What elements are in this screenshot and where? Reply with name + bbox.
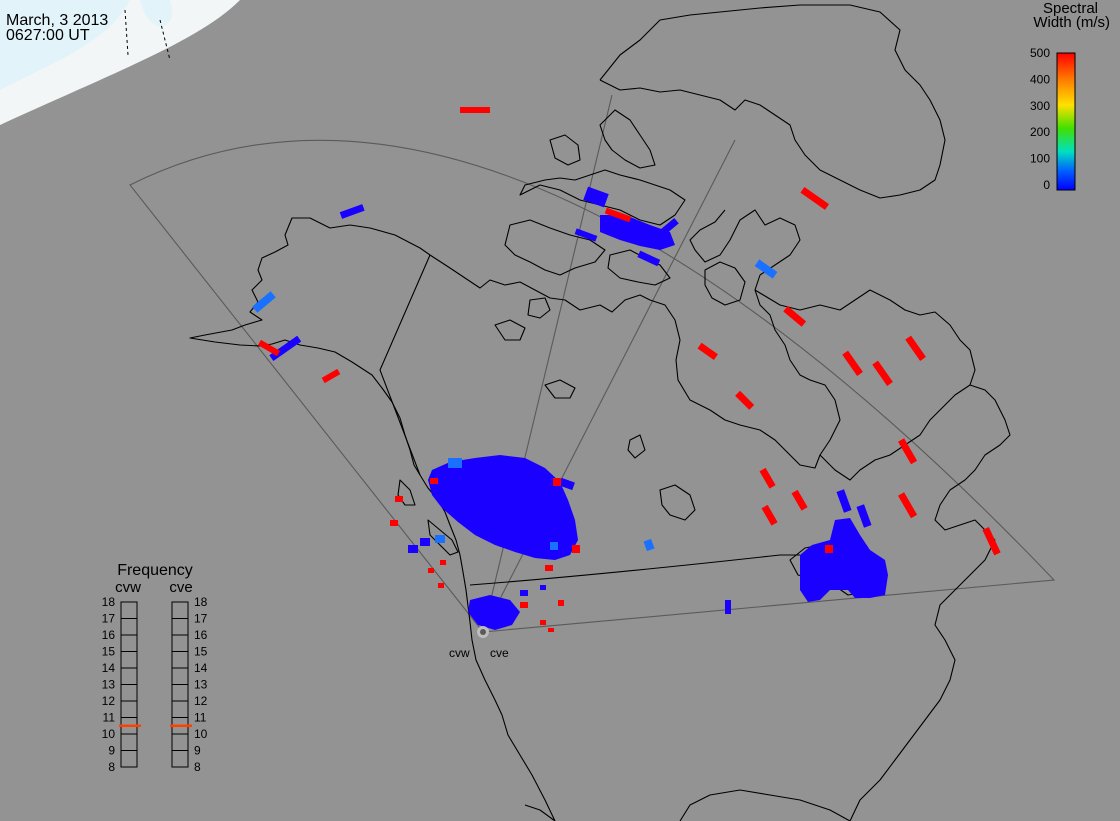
frequency-tick-label: 15 xyxy=(194,645,208,659)
daylight-region xyxy=(0,0,240,125)
frequency-tick-label: 16 xyxy=(194,628,208,642)
frequency-tick-label: 11 xyxy=(103,711,116,725)
frequency-title: Frequency xyxy=(117,562,193,579)
coastlines xyxy=(189,4,1011,821)
frequency-tick-label: 18 xyxy=(194,595,208,609)
frequency-tick-label: 8 xyxy=(194,760,201,774)
time-label: 0627:00 UT xyxy=(6,27,90,44)
colorbar: Spectral Width (m/s) 500 400 300 200 100 0 xyxy=(1030,0,1110,192)
colorbar-title-line1: Spectral xyxy=(1043,0,1098,17)
frequency-tick-label: 13 xyxy=(102,678,116,692)
colorbar-title-line2: Width (m/s) xyxy=(1033,14,1110,31)
frequency-tick-label: 12 xyxy=(102,694,116,708)
frequency-tick-label: 8 xyxy=(108,760,115,774)
colorbar-tick-label: 100 xyxy=(1030,152,1050,166)
frequency-tick-label: 9 xyxy=(108,744,115,758)
echo-returns-red xyxy=(257,107,1001,632)
radar-site xyxy=(477,626,489,638)
frequency-tick-label: 13 xyxy=(194,678,208,692)
frequency-tick-label: 16 xyxy=(102,628,116,642)
frequency-panel: Frequency cvw cve 18 17 16 15 14 13 12 11 10 9 8 18… xyxy=(102,562,208,774)
frequency-tick-label: 10 xyxy=(194,727,208,741)
colorbar-tick-label: 400 xyxy=(1030,72,1050,86)
date-label: March, 3 2013 xyxy=(6,12,108,29)
frequency-tick-label: 17 xyxy=(194,612,208,626)
colorbar-tick-label: 0 xyxy=(1043,178,1050,192)
political-borders xyxy=(379,254,800,586)
frequency-radar-left: cvw xyxy=(115,579,141,596)
frequency-tick-label: 18 xyxy=(102,595,116,609)
radar-label-west: cvw xyxy=(449,646,470,660)
radar-label-east: cve xyxy=(490,646,509,660)
colorbar-gradient xyxy=(1056,52,1076,191)
frequency-tick-label: 12 xyxy=(194,694,208,708)
colorbar-tick-label: 300 xyxy=(1030,99,1050,113)
frequency-tick-label: 9 xyxy=(194,744,201,758)
frequency-tick-label: 17 xyxy=(102,612,116,626)
frequency-radar-right: cve xyxy=(169,579,192,596)
frequency-tick-label: 15 xyxy=(102,645,116,659)
frequency-tick-label: 11 xyxy=(194,711,207,725)
colorbar-tick-label: 200 xyxy=(1030,125,1050,139)
colorbar-tick-label: 500 xyxy=(1030,46,1050,60)
frequency-tick-label: 10 xyxy=(102,727,116,741)
echo-returns xyxy=(252,186,888,630)
frequency-tick-label: 14 xyxy=(194,661,208,675)
frequency-tick-label: 14 xyxy=(102,661,116,675)
